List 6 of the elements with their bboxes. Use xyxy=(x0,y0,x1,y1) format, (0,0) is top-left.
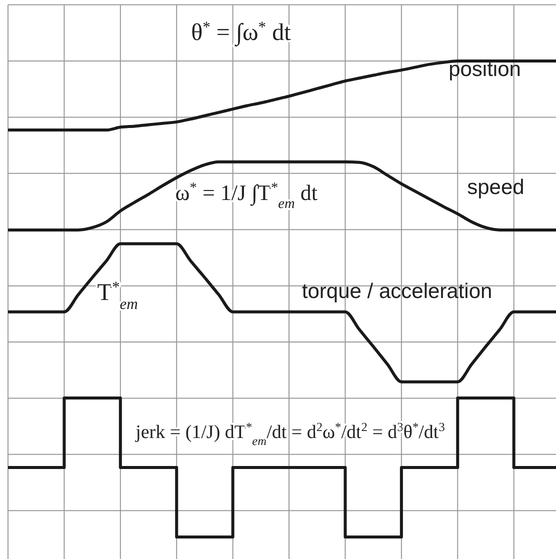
series-label: position xyxy=(448,58,521,81)
annotation: ω$^{*}$ = 1/J ∫T$^{*}$$_{em}$ dt xyxy=(175,180,318,212)
text: jerk = (1/J) dT$^{*}$$_{em}$/dt = d$^{2}$ω$^{*}$/dt$^{2}$ = d$^{3}$θ$^{*}$/dt$^{3}$ xyxy=(136,420,445,448)
series-label: torque / acceleration xyxy=(302,280,492,303)
text: θ$^{*}$ = ∫ω$^{*}$ dt xyxy=(191,18,292,47)
series-label: speed xyxy=(467,176,524,199)
